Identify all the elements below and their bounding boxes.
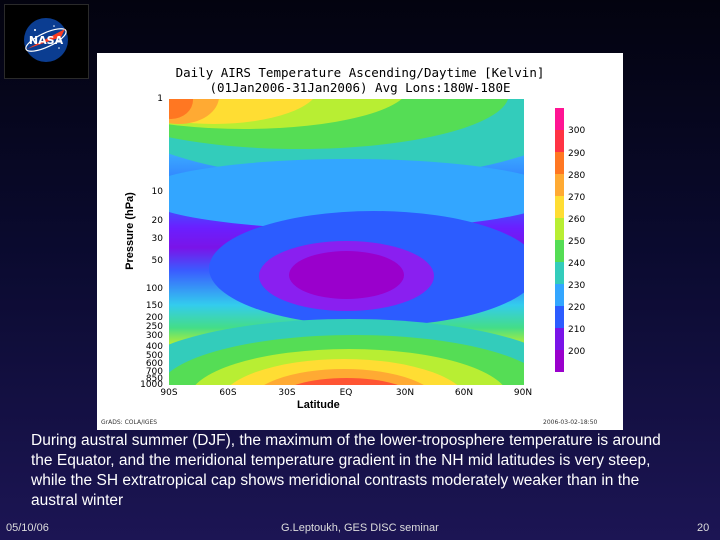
x-tick-label: 90S	[160, 388, 178, 398]
colorbar-label: 240	[568, 259, 586, 269]
colorbar-label: 200	[568, 347, 586, 357]
colorbar-segment	[555, 218, 564, 240]
colorbar-segment	[555, 196, 564, 218]
y-tick-label: 150	[145, 301, 163, 311]
nasa-logo: NASA	[4, 4, 89, 79]
colorbar-segment	[555, 152, 564, 174]
y-tick-label: 250	[145, 322, 163, 332]
x-tick-label: 60S	[219, 388, 237, 398]
colorbar-segment	[555, 108, 564, 130]
y-tick-label: 700	[145, 367, 163, 377]
footer-page-number: 20	[697, 522, 710, 534]
y-tick-label: 50	[151, 256, 163, 266]
y-axis-title: Pressure (hPa)	[124, 192, 136, 270]
figure-title-line2: (01Jan2006-31Jan2006) Avg Lons:180W-180E	[209, 80, 511, 95]
y-tick-label: 300	[145, 331, 163, 341]
colorbar-segment	[555, 240, 564, 262]
x-tick-label: 30N	[395, 388, 415, 398]
y-tick-label: 600	[145, 359, 163, 369]
colorbar-label: 280	[568, 171, 586, 181]
slide-caption: During austral summer (DJF), the maximum…	[31, 432, 661, 509]
y-tick-label: 20	[151, 216, 163, 226]
contour-region	[249, 369, 439, 385]
colorbar-label: 290	[568, 149, 586, 159]
colorbar-segment	[555, 174, 564, 196]
contour-region	[289, 251, 404, 299]
y-tick-label: 200	[145, 313, 163, 323]
y-tick-label: 1	[157, 94, 163, 104]
contour-plot	[169, 99, 524, 385]
colorbar-segment	[555, 306, 564, 328]
y-tick-label: 10	[151, 187, 163, 197]
colorbar-segment	[555, 130, 564, 152]
y-tick-label: 400	[145, 342, 163, 352]
colorbar-label: 250	[568, 237, 586, 247]
y-tick-label: 850	[145, 374, 163, 384]
x-axis-title: Latitude	[297, 399, 340, 411]
colorbar-label: 210	[568, 325, 586, 335]
logo-text: NASA	[29, 34, 64, 47]
colorbar-segment	[555, 284, 564, 306]
temperature-figure: Daily AIRS Temperature Ascending/Daytime…	[97, 53, 623, 430]
contour-region	[279, 378, 414, 385]
colorbar-segment	[555, 350, 564, 372]
colorbar-label: 270	[568, 193, 586, 203]
x-tick-label: 60N	[454, 388, 474, 398]
footer-date: 05/10/06	[6, 522, 49, 534]
x-tick-label: 30S	[278, 388, 296, 398]
colorbar-label: 220	[568, 303, 586, 313]
y-tick-label: 30	[151, 234, 163, 244]
grads-credit: GrADS: COLA/IGES	[101, 419, 158, 426]
figure-title-line1: Daily AIRS Temperature Ascending/Daytime…	[175, 65, 545, 80]
colorbar-label: 260	[568, 215, 586, 225]
colorbar-segment	[555, 328, 564, 350]
colorbar-label: 230	[568, 281, 586, 291]
x-tick-label: 90N	[513, 388, 533, 398]
timestamp-credit: 2006-03-02-18:50	[543, 419, 598, 426]
y-tick-label: 1000	[140, 380, 163, 390]
y-tick-label: 500	[145, 351, 163, 361]
x-tick-label: EQ	[339, 388, 353, 398]
footer-center: G.Leptoukh, GES DISC seminar	[281, 522, 439, 534]
nasa-meatball-icon: NASA	[24, 18, 68, 62]
colorbar-label: 300	[568, 126, 586, 136]
colorbar-segment	[555, 262, 564, 284]
y-tick-label: 100	[145, 284, 163, 294]
